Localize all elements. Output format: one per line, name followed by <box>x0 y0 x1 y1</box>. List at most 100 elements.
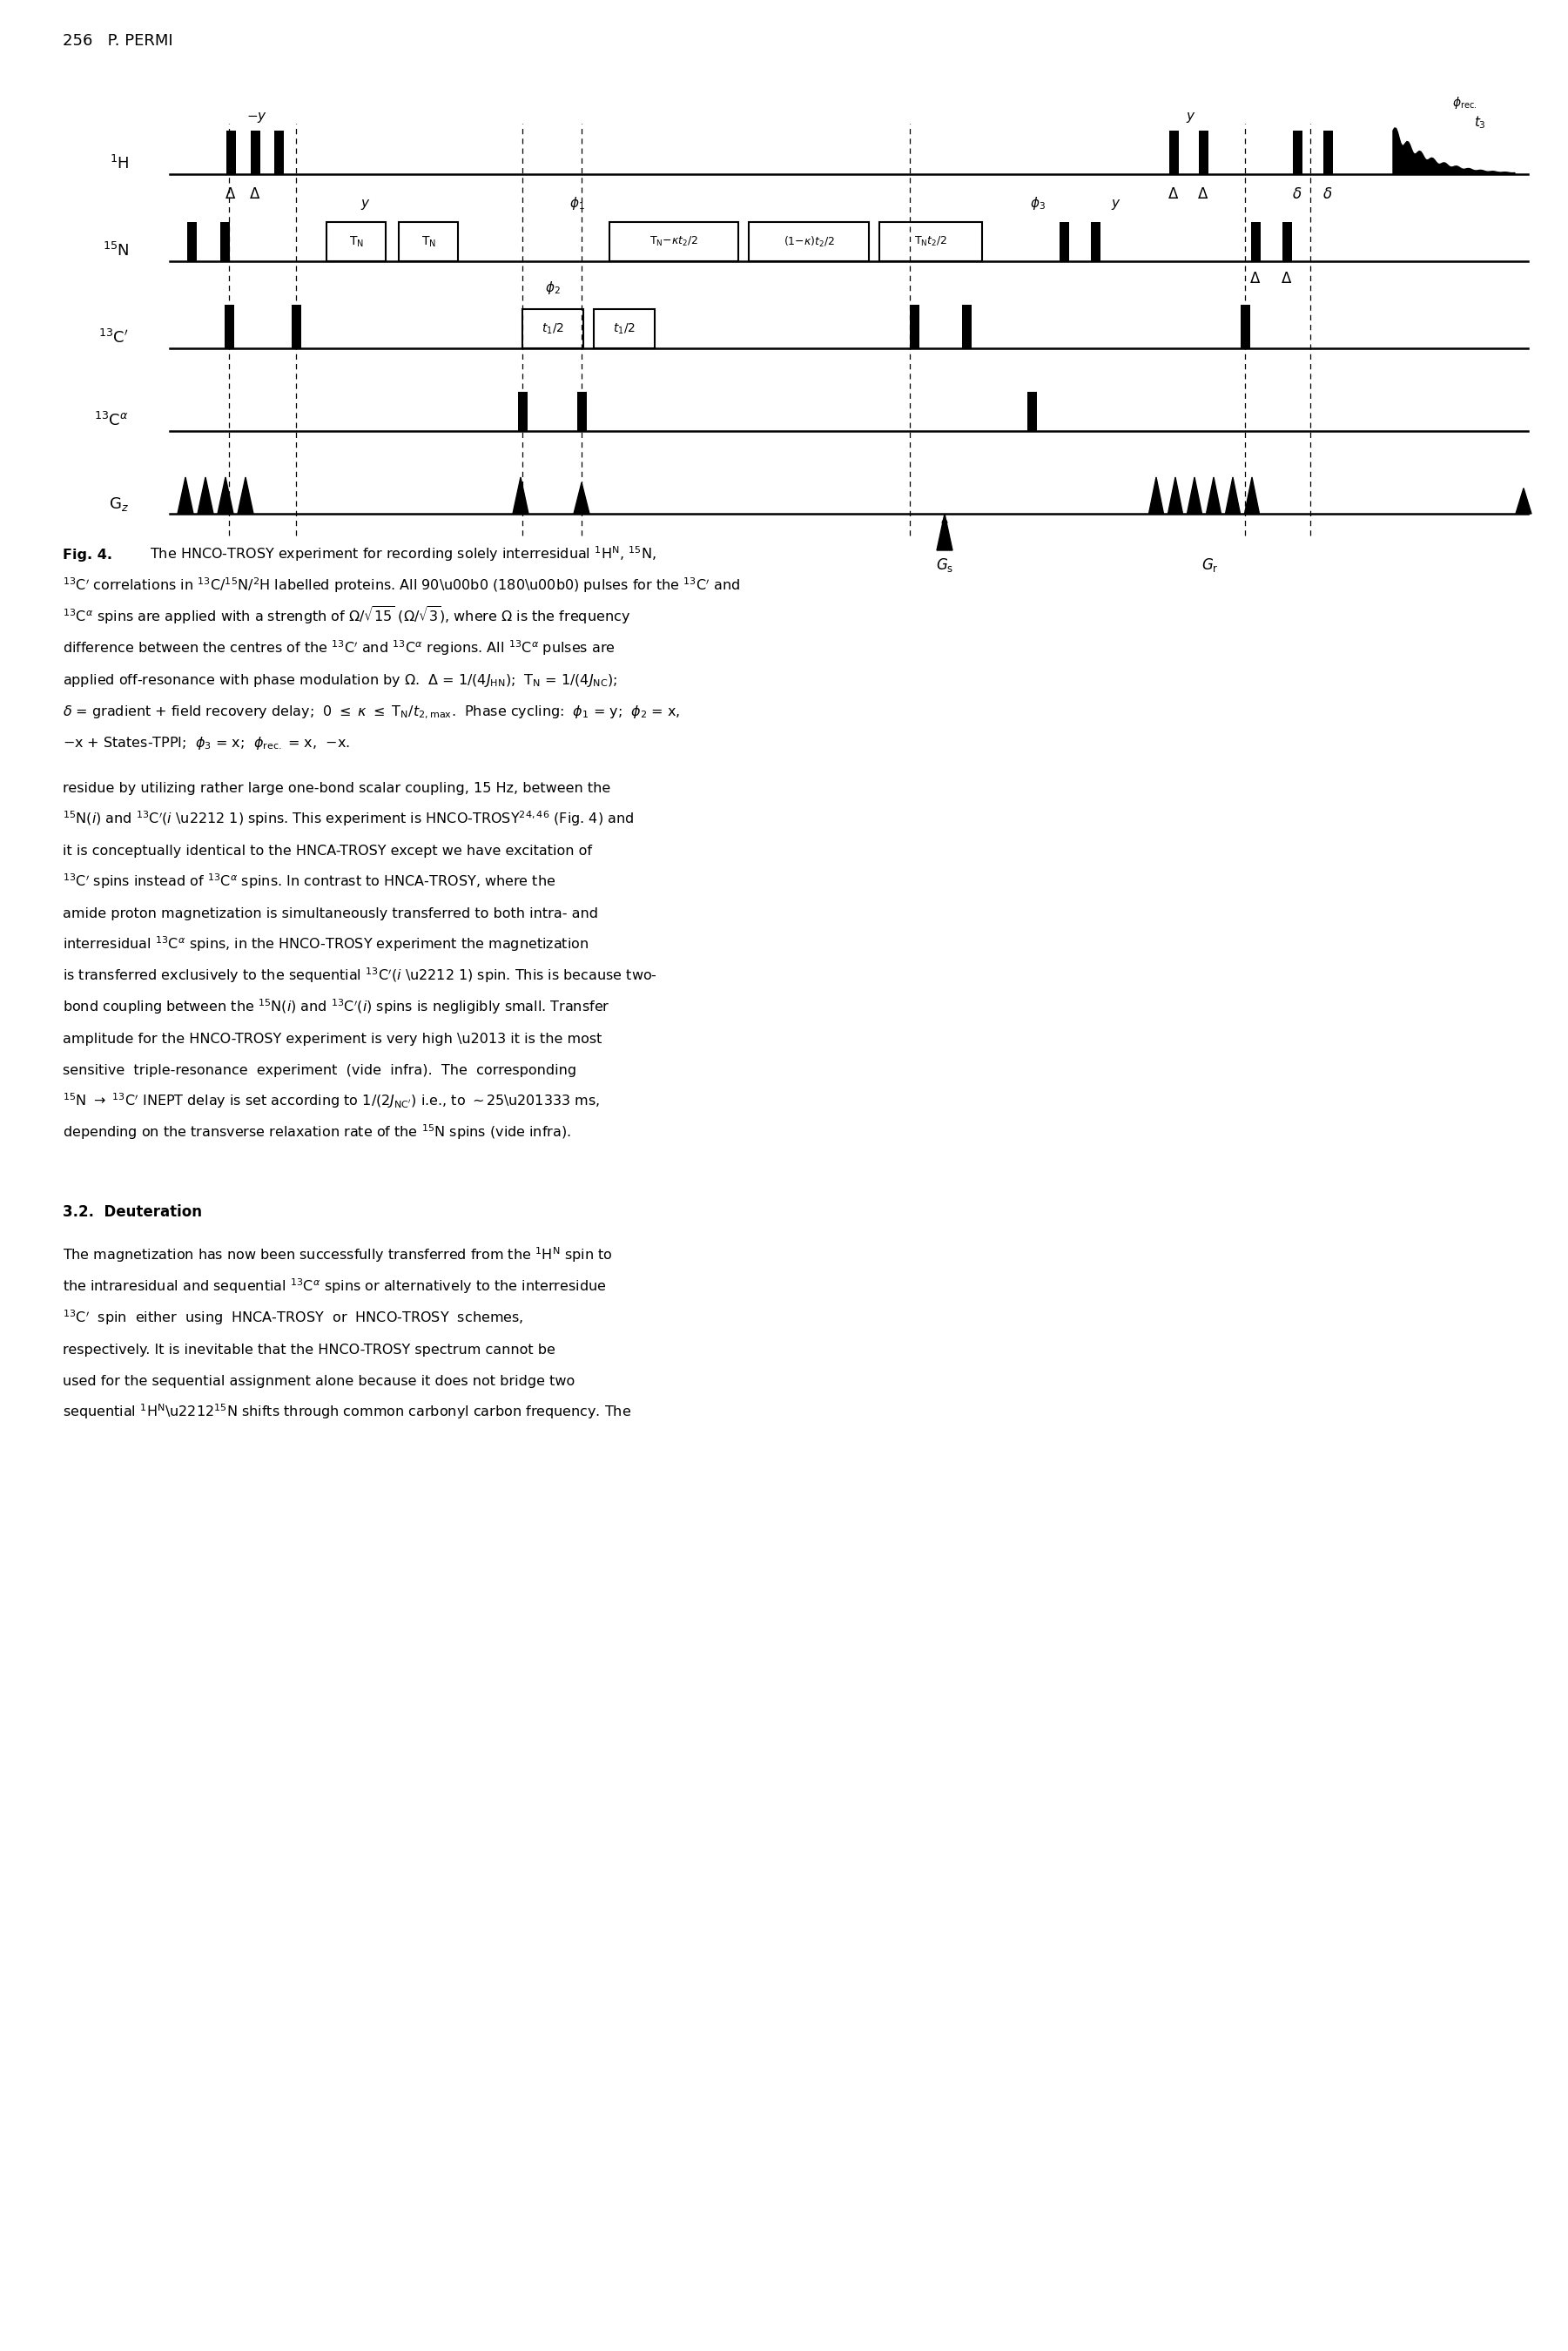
Text: T$_{\rm N}$$t_2$/2: T$_{\rm N}$$t_2$/2 <box>914 235 947 249</box>
Bar <box>1251 221 1261 261</box>
Text: used for the sequential assignment alone because it does not bridge two: used for the sequential assignment alone… <box>63 1375 575 1387</box>
Polygon shape <box>1187 477 1203 515</box>
Text: $y$: $y$ <box>361 197 370 212</box>
Polygon shape <box>1226 477 1240 515</box>
Text: $t_3$: $t_3$ <box>1474 115 1486 129</box>
Text: $^{15}$N $\rightarrow$ $^{13}$C$^{\prime}$ INEPT delay is set according to 1/(2$: $^{15}$N $\rightarrow$ $^{13}$C$^{\prime… <box>63 1091 601 1110</box>
Bar <box>594 308 655 348</box>
Text: $t_1$/2: $t_1$/2 <box>613 322 635 336</box>
Bar <box>292 306 301 348</box>
Polygon shape <box>936 515 952 550</box>
Text: $\phi_3$: $\phi_3$ <box>1030 195 1046 212</box>
Text: T$_{\rm N}$: T$_{\rm N}$ <box>420 235 436 249</box>
Bar <box>274 132 284 174</box>
Text: $t_1$/2: $t_1$/2 <box>541 322 564 336</box>
Bar <box>1240 306 1250 348</box>
Bar <box>961 306 971 348</box>
Text: $-$x + States-TPPI;  $\phi_3$ = x;  $\phi_{\mathrm{rec.}}$ = x,  $-$x.: $-$x + States-TPPI; $\phi_3$ = x; $\phi_… <box>63 736 350 752</box>
Text: $\Delta$: $\Delta$ <box>1198 186 1209 202</box>
Text: $\Delta$: $\Delta$ <box>249 186 260 202</box>
Text: (1$-$$\kappa$)$t_2$/2: (1$-$$\kappa$)$t_2$/2 <box>784 235 834 249</box>
Polygon shape <box>513 477 528 515</box>
Text: $\Delta$: $\Delta$ <box>1250 270 1261 287</box>
Text: $^{13}$C$^{\prime}$  spin  either  using  HNCA-TROSY  or  HNCO-TROSY  schemes,: $^{13}$C$^{\prime}$ spin either using HN… <box>63 1307 524 1326</box>
Bar <box>1283 221 1292 261</box>
Text: $y$: $y$ <box>1112 197 1121 212</box>
Text: The HNCO-TROSY experiment for recording solely interresidual $^{1}$H$^{\mathrm{N: The HNCO-TROSY experiment for recording … <box>141 545 657 564</box>
Bar <box>577 393 586 430</box>
Text: $G_{\rm s}$: $G_{\rm s}$ <box>936 557 953 574</box>
Polygon shape <box>1516 489 1532 515</box>
Polygon shape <box>1149 477 1163 515</box>
Text: respectively. It is inevitable that the HNCO-TROSY spectrum cannot be: respectively. It is inevitable that the … <box>63 1342 555 1357</box>
Bar <box>610 221 739 261</box>
Bar <box>251 132 260 174</box>
Text: $\Delta$: $\Delta$ <box>224 186 237 202</box>
Text: $G_{\rm r}$: $G_{\rm r}$ <box>1201 557 1218 574</box>
Text: $-y$: $-y$ <box>246 110 267 125</box>
Text: $y$: $y$ <box>1185 110 1196 125</box>
Text: $\phi_2$: $\phi_2$ <box>546 280 561 296</box>
Text: $\phi_{\rm rec.}$: $\phi_{\rm rec.}$ <box>1452 94 1477 110</box>
Text: G$_{z}$: G$_{z}$ <box>108 496 129 513</box>
Polygon shape <box>1392 127 1515 174</box>
Text: bond coupling between the $^{15}$N($i$) and $^{13}$C$^{\prime}$($i$) spins is ne: bond coupling between the $^{15}$N($i$) … <box>63 997 610 1016</box>
Bar <box>224 306 234 348</box>
Text: sensitive  triple-resonance  experiment  (vide  infra).  The  corresponding: sensitive triple-resonance experiment (v… <box>63 1065 577 1077</box>
Text: $^{13}$C$^{\alpha}$: $^{13}$C$^{\alpha}$ <box>94 411 129 430</box>
Bar <box>226 132 235 174</box>
Text: amplitude for the HNCO-TROSY experiment is very high \u2013 it is the most: amplitude for the HNCO-TROSY experiment … <box>63 1032 602 1046</box>
Bar <box>326 221 386 261</box>
Text: $\Delta$: $\Delta$ <box>1281 270 1292 287</box>
Text: depending on the transverse relaxation rate of the $^{15}$N spins (vide infra).: depending on the transverse relaxation r… <box>63 1124 571 1143</box>
Text: $^{13}$C$^{\prime}$: $^{13}$C$^{\prime}$ <box>99 329 129 346</box>
Text: sequential $^{1}$H$^{\mathrm{N}}$\u2212$^{15}$N shifts through common carbonyl c: sequential $^{1}$H$^{\mathrm{N}}$\u2212$… <box>63 1401 632 1420</box>
Text: $^{15}$N: $^{15}$N <box>102 242 129 259</box>
Bar <box>220 221 229 261</box>
Polygon shape <box>1206 477 1221 515</box>
Text: 256   P. PERMI: 256 P. PERMI <box>63 33 172 49</box>
Text: $^{1}$H: $^{1}$H <box>110 155 129 172</box>
Bar <box>517 393 527 430</box>
Text: $^{13}$C$^{\prime}$ spins instead of $^{13}$C$^{\alpha}$ spins. In contrast to H: $^{13}$C$^{\prime}$ spins instead of $^{… <box>63 872 555 891</box>
Bar <box>1058 221 1069 261</box>
Bar <box>187 221 196 261</box>
Text: the intraresidual and sequential $^{13}$C$^{\alpha}$ spins or alternatively to t: the intraresidual and sequential $^{13}$… <box>63 1277 607 1295</box>
Text: residue by utilizing rather large one-bond scalar coupling, 15 Hz, between the: residue by utilizing rather large one-bo… <box>63 783 610 795</box>
Text: it is conceptually identical to the HNCA-TROSY except we have excitation of: it is conceptually identical to the HNCA… <box>63 844 593 858</box>
Text: $\delta$ = gradient + field recovery delay;  0 $\leq$ $\kappa$ $\leq$ T$_{\mathr: $\delta$ = gradient + field recovery del… <box>63 703 681 722</box>
Text: T$_{\rm N}$: T$_{\rm N}$ <box>348 235 364 249</box>
Text: T$_{\rm N}$$-$$\kappa$$t_2$/2: T$_{\rm N}$$-$$\kappa$$t_2$/2 <box>649 235 698 249</box>
Text: amide proton magnetization is simultaneously transferred to both intra- and: amide proton magnetization is simultaneo… <box>63 907 597 919</box>
Bar <box>522 308 583 348</box>
Bar <box>880 221 982 261</box>
Bar <box>1027 393 1036 430</box>
Text: difference between the centres of the $^{13}$C$^{\prime}$ and $^{13}$C$^{\alpha}: difference between the centres of the $^… <box>63 639 615 658</box>
Bar <box>750 221 869 261</box>
Bar <box>1323 132 1333 174</box>
Bar <box>1292 132 1301 174</box>
Text: $^{13}$C$^{\alpha}$ spins are applied with a strength of $\Omega$/$\sqrt{15}$ ($: $^{13}$C$^{\alpha}$ spins are applied wi… <box>63 604 630 625</box>
Text: interresidual $^{13}$C$^{\alpha}$ spins, in the HNCO-TROSY experiment the magnet: interresidual $^{13}$C$^{\alpha}$ spins,… <box>63 936 590 955</box>
Text: $^{13}$C$^{\prime}$ correlations in $^{13}$C/$^{15}$N/$^{2}$H labelled proteins.: $^{13}$C$^{\prime}$ correlations in $^{1… <box>63 576 740 595</box>
Text: $^{15}$N($i$) and $^{13}$C$^{\prime}$($i$ \u2212 1) spins. This experiment is HN: $^{15}$N($i$) and $^{13}$C$^{\prime}$($i… <box>63 809 633 828</box>
Text: Fig. 4.: Fig. 4. <box>63 548 113 562</box>
Polygon shape <box>1245 477 1259 515</box>
Text: The magnetization has now been successfully transferred from the $^{1}$H$^{\math: The magnetization has now been successfu… <box>63 1246 613 1265</box>
Bar <box>1168 132 1179 174</box>
Text: $\Delta$: $\Delta$ <box>1168 186 1179 202</box>
Bar <box>909 306 919 348</box>
Polygon shape <box>218 477 234 515</box>
Text: $\phi_1$: $\phi_1$ <box>569 195 585 212</box>
Text: applied off-resonance with phase modulation by $\Omega$.  $\Delta$ = 1/(4$J_{\ma: applied off-resonance with phase modulat… <box>63 672 618 689</box>
Polygon shape <box>574 482 590 515</box>
Polygon shape <box>198 477 213 515</box>
Bar <box>398 221 458 261</box>
Bar <box>1198 132 1207 174</box>
Polygon shape <box>1168 477 1182 515</box>
Text: 3.2.  Deuteration: 3.2. Deuteration <box>63 1204 202 1220</box>
Text: $\delta$: $\delta$ <box>1292 186 1301 202</box>
Text: is transferred exclusively to the sequential $^{13}$C$^{\prime}$($i$ \u2212 1) s: is transferred exclusively to the sequen… <box>63 966 657 985</box>
Polygon shape <box>177 477 193 515</box>
Bar <box>1090 221 1101 261</box>
